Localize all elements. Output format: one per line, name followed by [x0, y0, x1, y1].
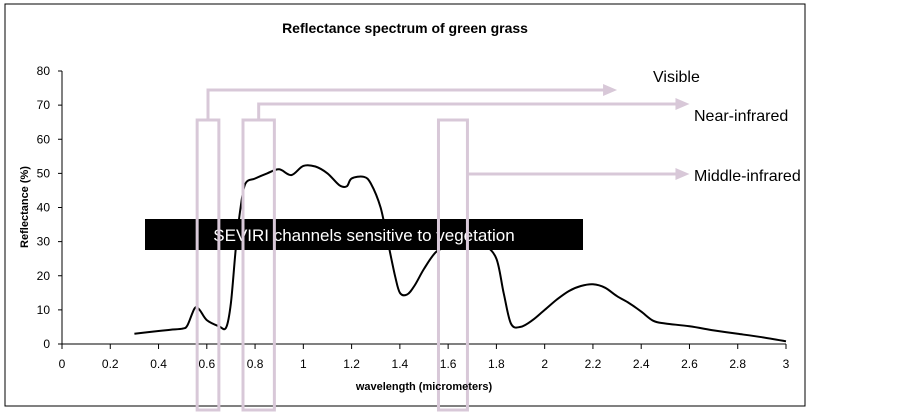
y-tick-label: 40: [37, 201, 51, 215]
x-tick-label: 0.8: [247, 357, 264, 371]
seviri-label-text: SEVIRI channels sensitive to vegetation: [213, 226, 514, 245]
x-tick-label: 2: [541, 357, 548, 371]
x-tick-label: 2.6: [681, 357, 698, 371]
x-tick-label: 1.2: [343, 357, 360, 371]
band-arrow-line: [206, 88, 606, 120]
y-axis-label: Reflectance (%): [19, 166, 31, 248]
x-tick-label: 0: [59, 357, 66, 371]
y-tick-label: 20: [37, 269, 51, 283]
y-tick-label: 50: [37, 166, 51, 180]
band-annotations: Visible Near-infrared Middle-infrared: [195, 69, 801, 412]
band-arrow-head: [675, 168, 690, 180]
x-tick-label: 1.6: [440, 357, 457, 371]
band-rect: [436, 118, 469, 412]
x-ticks: 0 0.2 0.4 0.6 0.8 1 1.2 1.4 1.6 1.8 2 2.2 2.4 2.6 2.8 3: [59, 344, 790, 371]
band-label: Near-infrared: [694, 108, 788, 125]
x-tick-label: 3: [783, 357, 790, 371]
overlay-group: SEVIRI channels sensitive to vegetation: [145, 219, 583, 250]
x-tick-label: 1.4: [392, 357, 409, 371]
band-arrow-head: [603, 84, 618, 96]
band-arrow-line: [257, 102, 678, 120]
y-tick-label: 80: [37, 64, 51, 78]
chart-title: Reflectance spectrum of green grass: [282, 20, 528, 36]
x-tick-label: 1.8: [488, 357, 505, 371]
y-tick-label: 30: [37, 235, 51, 249]
x-tick-label: 0.6: [198, 357, 215, 371]
y-tick-label: 60: [37, 132, 51, 146]
band-arrow-head: [675, 98, 690, 110]
x-tick-label: 2.8: [729, 357, 746, 371]
y-tick-label: 70: [37, 98, 51, 112]
x-tick-label: 2.2: [585, 357, 602, 371]
y-tick-label: 10: [37, 303, 51, 317]
y-tick-label: 0: [43, 337, 50, 351]
band-label: Middle-infrared: [694, 168, 801, 185]
band-label: Visible: [653, 69, 700, 86]
x-tick-label: 1: [300, 357, 307, 371]
x-tick-label: 0.4: [150, 357, 167, 371]
chart-area-border: [4, 3, 806, 407]
x-axis-label: wavelength (micrometers): [355, 381, 493, 393]
reflectance-line: [134, 164, 787, 343]
x-tick-label: 2.4: [633, 357, 650, 371]
x-tick-label: 0.2: [102, 357, 119, 371]
y-ticks: 0 10 20 30 40 50 60 70 80: [37, 64, 62, 351]
